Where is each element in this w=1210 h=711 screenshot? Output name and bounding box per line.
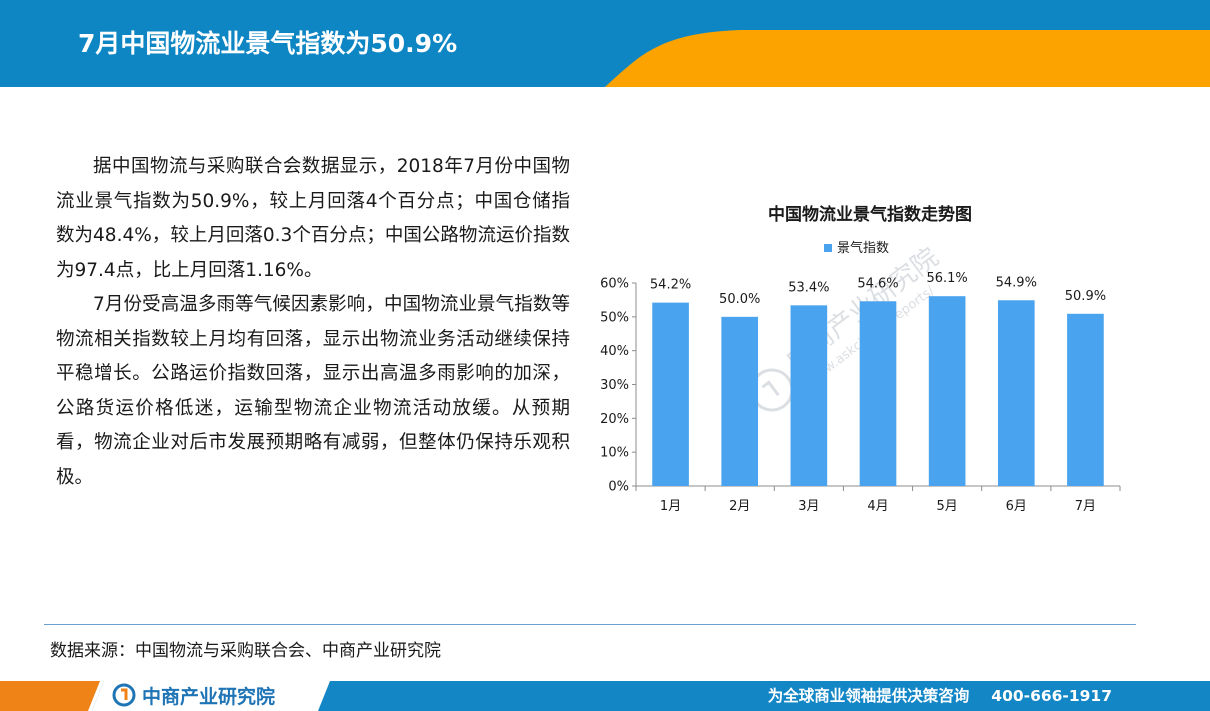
page-title: 7月中国物流业景气指数为50.9%	[78, 29, 458, 58]
data-label: 54.2%	[650, 278, 691, 293]
x-tick-label: 3月	[798, 499, 819, 514]
watermark: 中商产业研究院 www.askci.com/reports/	[750, 242, 944, 412]
data-label: 54.9%	[996, 275, 1037, 290]
body-text: 据中国物流与采购联合会数据显示，2018年7月份中国物流业景气指数为50.9%，…	[56, 150, 570, 495]
y-tick-label: 50%	[600, 310, 629, 325]
bar-chart: 中商产业研究院 www.askci.com/reports/ 中国物流业景气指数…	[600, 204, 1121, 514]
x-tick-label: 1月	[660, 499, 681, 514]
legend-label: 景气指数	[837, 240, 889, 256]
chart-title: 中国物流业景气指数走势图	[768, 204, 972, 225]
y-tick-label: 60%	[600, 277, 629, 292]
y-tick-label: 10%	[600, 446, 629, 461]
x-tick-label: 4月	[867, 499, 888, 514]
data-source: 数据来源：中国物流与采购联合会、中商产业研究院	[50, 641, 441, 661]
legend: 景气指数	[824, 240, 889, 256]
x-tick-label: 5月	[937, 499, 958, 514]
plot-area: 0% 10% 20% 30% 40% 50% 60% 54.2% 1月 50.0% 2月 53.4% 3…	[600, 271, 1121, 514]
y-tick-label: 20%	[600, 412, 629, 427]
footer-bar	[0, 681, 1210, 711]
data-label: 56.1%	[926, 271, 967, 286]
header-banner-shape	[0, 0, 1210, 87]
slogan-text: 为全球商业领袖提供决策咨询	[767, 687, 970, 705]
footer-logo: 中商产业研究院	[112, 683, 276, 708]
bar	[928, 296, 966, 486]
chart-area: 中商产业研究院 www.askci.com/reports/ 中国物流业景气指数…	[580, 190, 1160, 530]
y-tick-label: 40%	[600, 344, 629, 359]
phone-number: 400-666-1917	[991, 687, 1112, 705]
bar	[1067, 313, 1104, 486]
y-tick-label: 30%	[600, 378, 629, 393]
company-logo-icon	[112, 683, 136, 707]
bar	[652, 302, 689, 486]
data-label: 50.9%	[1065, 289, 1106, 304]
body-paragraph: 7月份受高温多雨等气候因素影响，中国物流业景气指数等物流相关指数较上月均有回落，…	[56, 294, 570, 488]
data-label: 54.6%	[857, 276, 898, 291]
header-banner: 7月中国物流业景气指数为50.9%	[0, 0, 1210, 87]
data-label: 50.0%	[719, 292, 760, 307]
bar	[859, 301, 897, 486]
data-label: 53.4%	[788, 280, 829, 295]
legend-swatch	[824, 244, 832, 252]
body-paragraph: 据中国物流与采购联合会数据显示，2018年7月份中国物流业景气指数为50.9%，…	[56, 156, 570, 281]
bar	[997, 300, 1035, 486]
footer-logo-text: 中商产业研究院	[142, 685, 276, 708]
bar	[721, 316, 759, 486]
footer-shape	[0, 681, 1210, 711]
bar	[790, 305, 828, 486]
x-tick-label: 2月	[729, 499, 750, 514]
divider	[44, 624, 1136, 625]
x-tick-label: 6月	[1006, 499, 1027, 514]
x-tick-label: 7月	[1075, 499, 1096, 514]
y-tick-label: 0%	[608, 480, 629, 495]
footer-slogan: 为全球商业领袖提供决策咨询 400-666-1917	[768, 684, 1112, 706]
